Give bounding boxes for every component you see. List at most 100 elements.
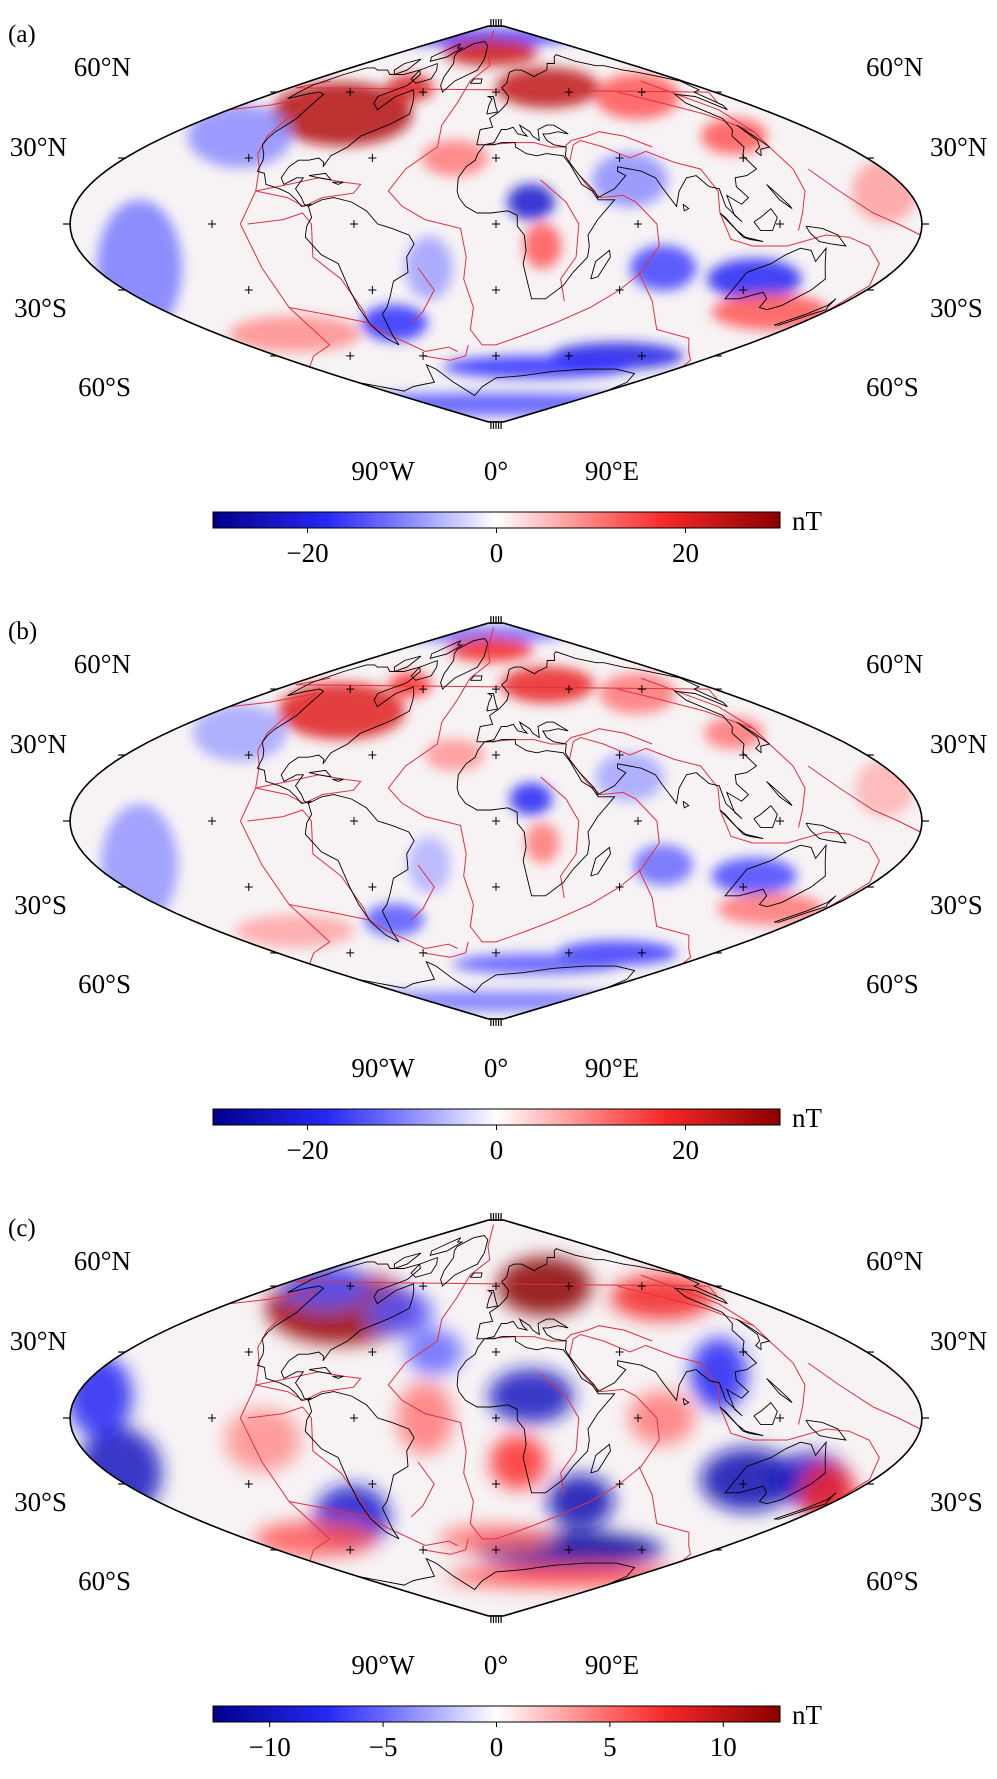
coastline <box>332 181 344 185</box>
graticule-cross <box>419 1282 428 1291</box>
coastline <box>304 1391 415 1540</box>
coastline <box>753 207 778 232</box>
plate-boundaries <box>228 30 921 368</box>
map-panel-c: (c) 60°N 30°N 30°S 60°S 60°N 30°N 30°S 6… <box>0 1194 997 1779</box>
anomaly-blob <box>591 152 668 208</box>
colorbar-ramp <box>212 1108 781 1126</box>
anomaly-blob <box>628 1390 695 1446</box>
lat-label-left-30s: 30°S <box>14 890 67 920</box>
graticule-cross <box>637 1282 646 1291</box>
coastline <box>753 1401 778 1426</box>
anomaly-blob <box>192 704 287 762</box>
graticule-cross <box>368 154 377 163</box>
plate-boundary <box>410 864 435 921</box>
graticule-cross <box>615 882 624 891</box>
colorbar-tick-label: −10 <box>249 1732 291 1762</box>
anomaly-blob <box>495 67 600 109</box>
lat-label-right-30s: 30°S <box>930 890 983 920</box>
graticule-cross <box>208 220 216 228</box>
coastline <box>476 651 758 820</box>
colorbar: nT −20 0 20 <box>212 1103 823 1165</box>
plate-boundary <box>255 1371 362 1401</box>
panel-label: (b) <box>8 618 37 645</box>
colorbar-unit: nT <box>792 1700 823 1730</box>
anomaly-blob <box>443 38 538 67</box>
anomaly-blob <box>254 1520 378 1557</box>
plate-boundary <box>486 1325 653 1342</box>
graticule-cross <box>368 882 377 891</box>
plate-boundary <box>423 941 469 958</box>
lat-label-left-30n: 30°N <box>10 729 67 759</box>
coastline <box>486 1290 499 1309</box>
graticule-marks <box>63 1213 929 1623</box>
lat-label-left-60s: 60°S <box>78 1566 131 1596</box>
plate-boundary <box>617 688 754 730</box>
lat-label-left-60n: 60°N <box>74 52 131 82</box>
graticule-cross <box>492 351 500 360</box>
coastline <box>440 638 489 690</box>
anomaly-blob <box>388 672 432 697</box>
graticule-cross <box>615 1479 624 1488</box>
lat-label-right-60n: 60°N <box>866 1246 923 1276</box>
panel-label: (a) <box>8 21 36 48</box>
plate-boundary <box>228 96 331 368</box>
plate-boundary <box>638 1466 692 1562</box>
coastlines <box>256 638 847 994</box>
graticule-cross <box>739 751 748 760</box>
plate-boundary <box>247 212 370 324</box>
anomaly-blob <box>711 293 830 330</box>
coastline <box>410 63 438 84</box>
colorbar-tick-label: 20 <box>672 1135 699 1165</box>
lat-label-left-30s: 30°S <box>14 1487 67 1517</box>
graticule-cross <box>564 1545 573 1554</box>
colorbar-ramp <box>212 1705 781 1723</box>
lat-label-left-30s: 30°S <box>14 293 67 323</box>
coastline <box>766 184 793 209</box>
plate-boundary <box>617 91 754 133</box>
coastline <box>724 246 827 311</box>
plate-boundary <box>289 1501 458 1547</box>
coastline <box>719 809 764 840</box>
coastline <box>440 41 489 93</box>
coastline <box>805 1419 847 1441</box>
coastline <box>724 1440 827 1505</box>
graticule-cross <box>492 1545 500 1554</box>
lat-label-right-60s: 60°S <box>866 969 919 999</box>
map <box>63 616 929 1026</box>
anomaly-blob <box>488 1368 574 1424</box>
plate-boundary <box>247 809 370 921</box>
plate-boundary <box>423 1538 469 1555</box>
graticule-cross <box>244 285 253 294</box>
coastline <box>736 721 771 754</box>
coastline <box>682 203 690 212</box>
graticule-cross <box>346 948 355 957</box>
plate-boundary <box>387 1224 660 1540</box>
map <box>63 1213 929 1623</box>
colorbar-unit: nT <box>792 1103 823 1133</box>
plate-boundary <box>289 904 458 950</box>
anomaly-blob <box>304 991 688 1012</box>
graticule-cross <box>244 882 253 891</box>
anomaly-blob <box>442 355 633 379</box>
plate-boundary <box>540 179 580 302</box>
lon-label-90e: 90°E <box>585 1053 639 1083</box>
map-figure-a: (a) 60°N 30°N 30°S 60°S 60°N 30°N 30°S 6… <box>8 19 987 568</box>
graticule-cross <box>492 685 500 694</box>
lat-label-left-60s: 60°S <box>78 372 131 402</box>
colorbar-tick-label: 5 <box>603 1732 617 1762</box>
graticule-cross <box>419 685 428 694</box>
graticule-cross <box>637 351 646 360</box>
graticule-cross <box>244 154 253 163</box>
coastline <box>766 781 793 806</box>
coastline <box>682 1397 690 1406</box>
plate-boundary <box>540 1373 580 1496</box>
graticule-cross <box>564 351 573 360</box>
colorbar-tick-label: 0 <box>490 538 504 568</box>
coastline <box>256 664 421 804</box>
graticule-cross <box>492 1282 500 1291</box>
graticule-cross <box>776 220 784 228</box>
coastline <box>724 843 827 908</box>
plate-boundary <box>228 693 331 965</box>
plate-boundary <box>617 1285 754 1327</box>
colorbar-tick-label: 10 <box>710 1732 737 1762</box>
